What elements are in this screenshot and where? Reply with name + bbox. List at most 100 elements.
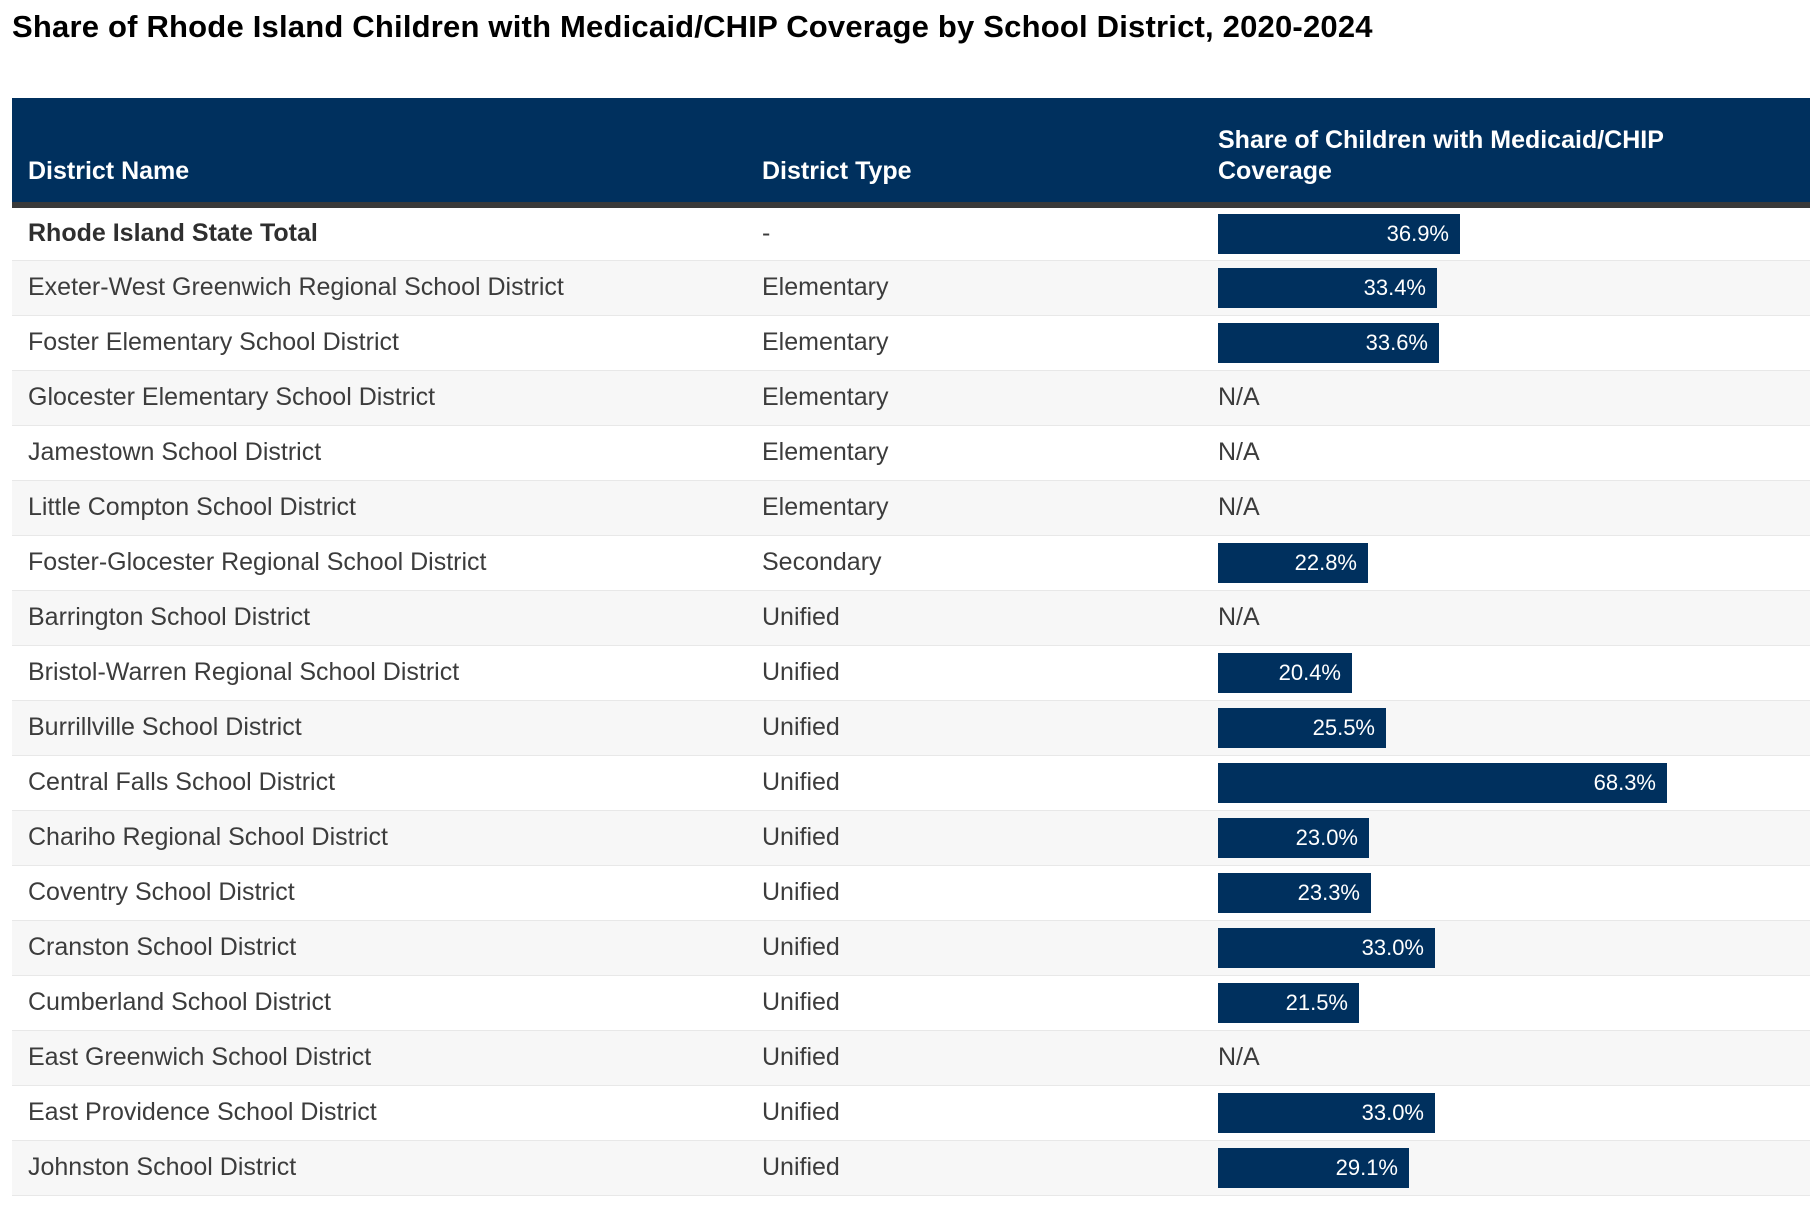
district-type-cell: Unified — [746, 1029, 1202, 1085]
district-type-cell: Unified — [746, 974, 1202, 1030]
coverage-bar: 33.4% — [1218, 267, 1437, 308]
district-name-cell: Johnston School District — [12, 1139, 746, 1195]
coverage-bar: 68.3% — [1218, 762, 1667, 803]
coverage-cell: 29.1% — [1202, 1139, 1810, 1195]
district-name-cell: Barrington School District — [12, 589, 746, 645]
coverage-cell: 33.6% — [1202, 314, 1810, 370]
district-name-cell: Burrillville School District — [12, 699, 746, 755]
district-name-cell: Jamestown School District — [12, 424, 746, 480]
coverage-cell: 20.4% — [1202, 644, 1810, 700]
header-row: District Name District Type Share of Chi… — [12, 98, 1810, 208]
district-name-cell: Central Falls School District — [12, 754, 746, 810]
coverage-value-label: 20.4% — [1278, 659, 1341, 685]
district-type-cell: Unified — [746, 1084, 1202, 1140]
coverage-cell: 23.3% — [1202, 864, 1810, 920]
district-name-cell: Rhode Island State Total — [28, 219, 318, 248]
coverage-na-label: N/A — [1218, 1043, 1260, 1071]
coverage-cell: N/A — [1202, 1029, 1810, 1085]
table-row: East Greenwich School District Unified N/A — [12, 1029, 1810, 1085]
coverage-value-label: 33.0% — [1361, 934, 1424, 960]
district-name-cell: Chariho Regional School District — [12, 809, 746, 865]
coverage-cell: N/A — [1202, 479, 1810, 535]
coverage-bar: 25.5% — [1218, 707, 1386, 748]
coverage-value-label: 33.6% — [1365, 329, 1428, 355]
district-type-cell: Elementary — [746, 369, 1202, 425]
coverage-value-label: 68.3% — [1593, 769, 1656, 795]
coverage-value-label: 33.0% — [1361, 1099, 1424, 1125]
district-name-cell: Glocester Elementary School District — [12, 369, 746, 425]
coverage-cell: 36.9% — [1202, 205, 1810, 260]
district-type-cell: Unified — [746, 754, 1202, 810]
page-title: Share of Rhode Island Children with Medi… — [12, 9, 1373, 44]
coverage-cell: N/A — [1202, 424, 1810, 480]
district-name-cell: Coventry School District — [12, 864, 746, 920]
district-type-cell: Elementary — [746, 314, 1202, 370]
district-name-cell: Foster Elementary School District — [12, 314, 746, 370]
coverage-cell: 25.5% — [1202, 699, 1810, 755]
district-name-cell: Exeter-West Greenwich Regional School Di… — [12, 259, 746, 315]
coverage-na-label: N/A — [1218, 383, 1260, 411]
coverage-cell: N/A — [1202, 589, 1810, 645]
coverage-cell: 33.4% — [1202, 259, 1810, 315]
district-type-cell: Unified — [746, 644, 1202, 700]
district-name-cell: East Providence School District — [12, 1084, 746, 1140]
coverage-bar: 21.5% — [1218, 982, 1359, 1023]
district-type-cell: Unified — [746, 1139, 1202, 1195]
coverage-na-label: N/A — [1218, 493, 1260, 521]
coverage-bar: 33.0% — [1218, 927, 1435, 968]
district-type-cell: Elementary — [746, 259, 1202, 315]
table-row: Coventry School District Unified 23.3% — [12, 864, 1810, 920]
district-type-cell: - — [762, 219, 771, 248]
coverage-value-label: 23.0% — [1295, 824, 1358, 850]
table-row: Cranston School District Unified 33.0% — [12, 919, 1810, 975]
col-header-share-label: Share of Children with Medicaid/CHIP Cov… — [1218, 126, 1664, 185]
coverage-cell: 33.0% — [1202, 1084, 1810, 1140]
district-name-cell: Foster-Glocester Regional School Distric… — [12, 534, 746, 590]
table-row: Foster Elementary School District Element… — [12, 314, 1810, 370]
table-row: Little Compton School District Elementary… — [12, 479, 1810, 535]
coverage-cell: 21.5% — [1202, 974, 1810, 1030]
table-row-cutoff — [12, 1194, 1810, 1220]
coverage-value-label: 36.9% — [1386, 220, 1449, 246]
table-row: Foster-Glocester Regional School Distric… — [12, 534, 1810, 590]
coverage-bar: 22.8% — [1218, 542, 1368, 583]
coverage-cell: 23.0% — [1202, 809, 1810, 865]
col-header-district-type: District Type — [746, 98, 1202, 208]
table-row: Rhode Island State Total - 36.9% — [12, 205, 1810, 260]
table-row: Burrillville School District Unified 25.5% — [12, 699, 1810, 755]
table-row: East Providence School District Unified 33… — [12, 1084, 1810, 1140]
coverage-na-label: N/A — [1218, 603, 1260, 631]
coverage-value-label: 23.3% — [1297, 879, 1360, 905]
coverage-value-label: 21.5% — [1285, 989, 1348, 1015]
coverage-bar: 20.4% — [1218, 652, 1352, 693]
coverage-value-label: 22.8% — [1294, 549, 1357, 575]
coverage-bar: 33.6% — [1218, 322, 1439, 363]
coverage-cell: N/A — [1202, 369, 1810, 425]
district-type-cell: Unified — [746, 919, 1202, 975]
col-header-share: Share of Children with Medicaid/CHIP Cov… — [1202, 98, 1810, 208]
district-name-cell: Cumberland School District — [12, 974, 746, 1030]
district-type-cell: Secondary — [746, 534, 1202, 590]
district-type-cell: Unified — [746, 809, 1202, 865]
district-type-cell: Unified — [746, 699, 1202, 755]
table-row: Johnston School District Unified 29.1% — [12, 1139, 1810, 1195]
table-row: Bristol-Warren Regional School District U… — [12, 644, 1810, 700]
coverage-bar: 29.1% — [1218, 1147, 1409, 1188]
district-name-cell: Little Compton School District — [12, 479, 746, 535]
district-name-cell: Bristol-Warren Regional School District — [12, 644, 746, 700]
table-row: Glocester Elementary School District Elem… — [12, 369, 1810, 425]
coverage-bar: 36.9% — [1218, 213, 1460, 254]
district-type-cell: Elementary — [746, 479, 1202, 535]
coverage-value-label: 33.4% — [1363, 274, 1426, 300]
table-row: Cumberland School District Unified 21.5% — [12, 974, 1810, 1030]
coverage-value-label: 25.5% — [1312, 714, 1375, 740]
district-name-cell: Cranston School District — [12, 919, 746, 975]
coverage-table: District Name District Type Share of Chi… — [12, 98, 1810, 1220]
coverage-bar: 23.3% — [1218, 872, 1371, 913]
coverage-bar: 33.0% — [1218, 1092, 1435, 1133]
table-row: Chariho Regional School District Unified 2… — [12, 809, 1810, 865]
table-row: Barrington School District Unified N/A — [12, 589, 1810, 645]
district-type-cell: Unified — [746, 864, 1202, 920]
coverage-cell: 68.3% — [1202, 754, 1810, 810]
district-type-cell: Unified — [746, 589, 1202, 645]
